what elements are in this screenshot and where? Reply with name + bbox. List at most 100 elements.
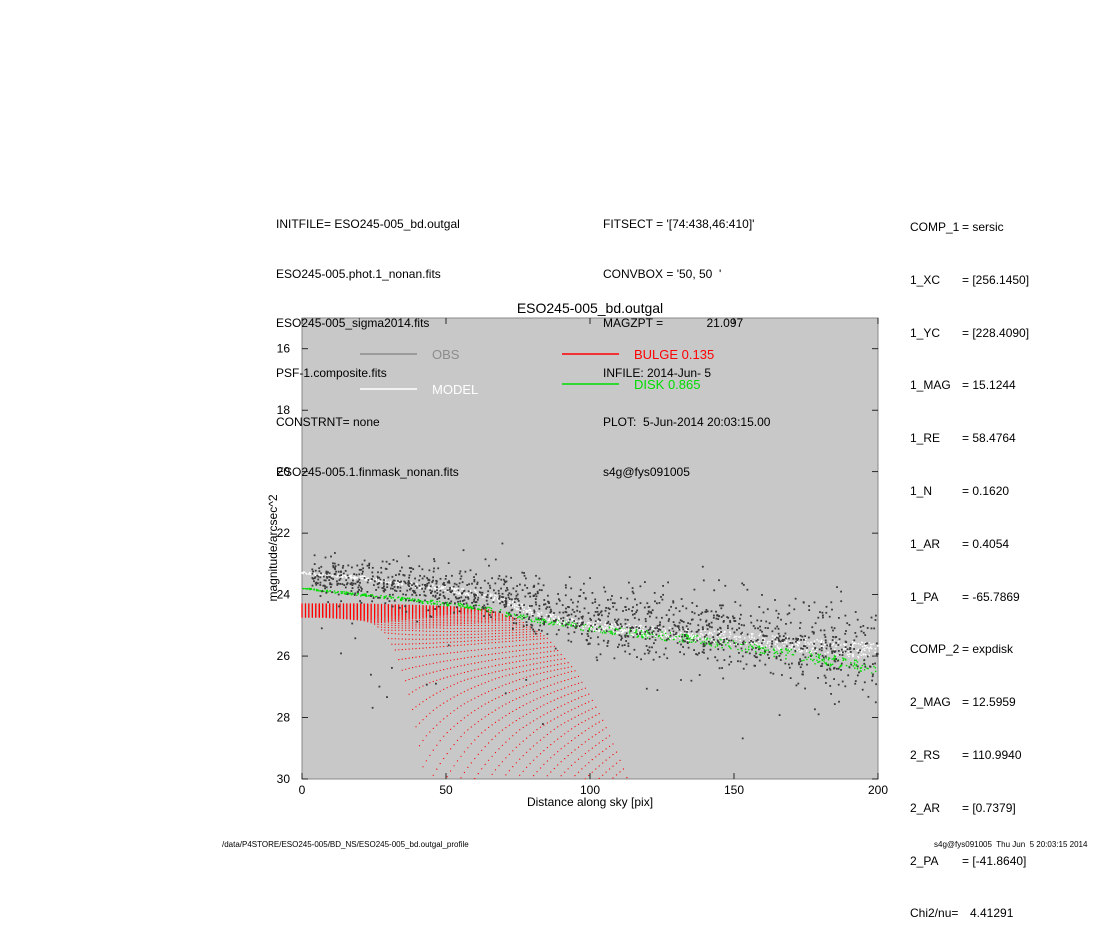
bulge-point	[553, 675, 555, 678]
bulge-point	[412, 677, 414, 679]
bulge-point	[588, 701, 590, 703]
obs-point	[633, 613, 636, 615]
disk-point	[788, 650, 791, 653]
bulge-point	[339, 617, 341, 620]
bulge-point	[526, 724, 528, 726]
bulge-point	[553, 741, 555, 743]
bulge-point	[539, 688, 542, 690]
bulge-point	[380, 629, 383, 631]
bulge-point	[387, 619, 389, 622]
model-point	[809, 651, 812, 654]
bulge-point	[602, 729, 604, 731]
bulge-point	[463, 621, 465, 623]
model-point	[669, 638, 672, 640]
bulge-point	[436, 618, 438, 620]
obs-point	[656, 602, 658, 605]
model-point	[775, 641, 777, 643]
disk-point	[773, 655, 775, 658]
bulge-point	[460, 658, 462, 660]
disk-point	[635, 629, 638, 631]
bulge-point	[536, 668, 538, 670]
model-point	[451, 587, 454, 590]
bulge-point	[432, 694, 434, 696]
obs-point	[473, 600, 475, 603]
bulge-point	[422, 685, 424, 687]
obs-point	[636, 656, 638, 658]
bulge-point	[456, 694, 459, 696]
bulge-point	[477, 649, 479, 651]
obs-point	[433, 558, 435, 560]
model-point	[653, 633, 656, 636]
bulge-point	[543, 647, 545, 649]
bulge-point	[536, 638, 538, 640]
bulge-point	[484, 648, 486, 650]
bulge-point	[432, 654, 434, 656]
model-point	[868, 650, 871, 652]
bulge-point	[446, 776, 448, 778]
bulge-point	[505, 774, 507, 776]
obs-point	[328, 572, 331, 575]
bulge-point	[463, 615, 465, 617]
bulge-point	[474, 723, 476, 725]
bulge-point	[512, 619, 514, 622]
bulge-point	[311, 616, 313, 618]
obs-point	[479, 587, 482, 589]
obs-point	[473, 595, 476, 598]
bulge-point	[436, 724, 438, 726]
bulge-point	[484, 612, 486, 615]
bulge-point	[501, 669, 503, 672]
bulge-point	[498, 618, 500, 621]
bulge-point	[494, 709, 497, 711]
bulge-point	[470, 762, 472, 764]
obs-point	[644, 631, 647, 633]
disk-point	[436, 600, 438, 603]
obs-point	[768, 657, 770, 659]
disk-point	[819, 653, 822, 656]
bulge-point	[557, 659, 559, 661]
model-point	[763, 640, 766, 643]
bulge-point	[584, 741, 587, 743]
bulge-point	[377, 623, 379, 626]
bulge-point	[412, 638, 414, 640]
model-point	[540, 611, 543, 614]
obs-point	[597, 636, 599, 639]
bulge-point	[391, 629, 393, 631]
bulge-point	[456, 618, 459, 620]
bulge-point	[505, 715, 507, 717]
model-point	[494, 594, 496, 596]
bulge-point	[450, 617, 452, 619]
bulge-point	[408, 623, 410, 625]
bulge-point	[460, 614, 462, 616]
obs-point	[386, 586, 389, 588]
bulge-point	[595, 734, 597, 736]
bulge-point	[384, 624, 386, 626]
bulge-point	[398, 620, 400, 623]
bulge-point	[401, 633, 403, 635]
model-point	[313, 573, 315, 575]
bulge-point	[501, 657, 503, 660]
bulge-point	[508, 632, 510, 634]
disk-point	[861, 664, 864, 667]
model-point	[794, 643, 797, 645]
model-point	[356, 577, 359, 579]
obs-point	[337, 570, 340, 573]
bulge-point	[550, 757, 552, 759]
disk-point	[433, 603, 435, 605]
bulge-point	[429, 654, 431, 656]
bulge-point	[546, 671, 549, 673]
obs-point	[587, 612, 590, 614]
bulge-point	[415, 630, 417, 632]
obs-point	[690, 630, 693, 633]
model-point	[758, 634, 761, 637]
bulge-point	[432, 627, 434, 629]
model-point	[570, 618, 573, 620]
bulge-point	[450, 631, 452, 633]
bulge-point	[481, 694, 483, 696]
obs-point	[715, 610, 717, 613]
bulge-point	[422, 739, 424, 742]
bulge-point	[505, 618, 507, 620]
bulge-point	[439, 620, 441, 622]
bulge-point	[463, 771, 465, 774]
bulge-point	[519, 631, 521, 633]
